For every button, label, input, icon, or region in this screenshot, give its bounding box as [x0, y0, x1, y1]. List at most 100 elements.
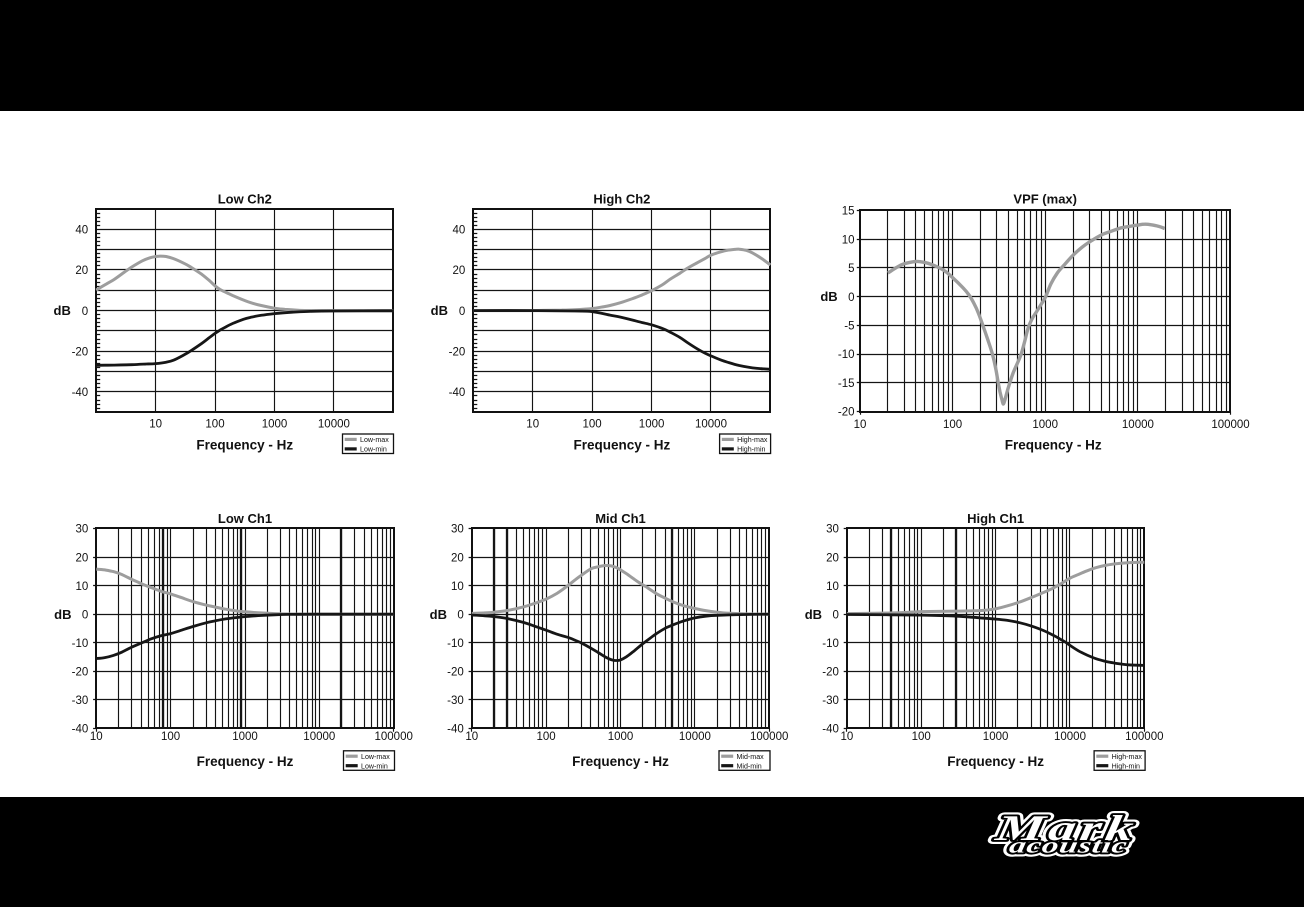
svg-text:20: 20: [453, 265, 466, 277]
svg-text:High Ch1: High Ch1: [967, 511, 1024, 526]
svg-text:5: 5: [848, 263, 854, 275]
svg-text:10: 10: [842, 234, 855, 246]
svg-text:acoustic: acoustic: [1007, 834, 1129, 858]
svg-text:1000: 1000: [1032, 419, 1058, 431]
svg-text:30: 30: [451, 524, 464, 536]
svg-text:Low-min: Low-min: [360, 446, 387, 454]
svg-text:100: 100: [912, 731, 931, 743]
svg-text:10: 10: [451, 581, 464, 593]
svg-text:dB: dB: [54, 303, 71, 318]
svg-text:0: 0: [457, 609, 463, 621]
svg-text:30: 30: [76, 524, 89, 536]
svg-text:dB: dB: [820, 289, 837, 304]
svg-text:Mark: Mark: [992, 808, 1141, 848]
svg-text:-10: -10: [822, 638, 839, 650]
svg-text:10: 10: [826, 581, 839, 593]
svg-text:-20: -20: [72, 346, 89, 358]
svg-text:20: 20: [75, 265, 88, 277]
svg-text:Low-max: Low-max: [361, 753, 390, 761]
svg-text:0: 0: [82, 609, 88, 621]
svg-text:High-min: High-min: [737, 446, 765, 454]
svg-text:20: 20: [76, 552, 89, 564]
svg-text:40: 40: [453, 225, 466, 237]
svg-text:-20: -20: [449, 346, 466, 358]
svg-text:30: 30: [826, 524, 839, 536]
svg-text:-10: -10: [447, 638, 464, 650]
svg-text:-15: -15: [838, 378, 855, 390]
svg-text:10: 10: [841, 731, 854, 743]
svg-text:Mark: Mark: [992, 808, 1141, 848]
svg-text:0: 0: [82, 306, 88, 318]
svg-text:100: 100: [161, 731, 180, 743]
svg-text:1000: 1000: [639, 419, 665, 431]
svg-text:100000: 100000: [1125, 731, 1163, 743]
svg-text:-40: -40: [449, 387, 466, 399]
svg-text:100: 100: [537, 731, 556, 743]
svg-text:100000: 100000: [375, 731, 413, 743]
svg-text:10: 10: [149, 419, 162, 431]
svg-text:Low Ch1: Low Ch1: [218, 511, 272, 526]
svg-text:10000: 10000: [1054, 731, 1086, 743]
svg-text:10000: 10000: [679, 731, 711, 743]
svg-text:10: 10: [76, 581, 89, 593]
svg-text:High-max: High-max: [1112, 753, 1143, 761]
svg-text:-40: -40: [72, 387, 89, 399]
svg-text:Mid-max: Mid-max: [737, 753, 765, 761]
svg-text:VPF (max): VPF (max): [1013, 192, 1077, 207]
svg-text:-30: -30: [447, 695, 464, 707]
svg-text:-20: -20: [822, 667, 839, 679]
svg-text:100: 100: [205, 419, 224, 431]
svg-text:Frequency - Hz: Frequency - Hz: [947, 754, 1044, 769]
svg-text:20: 20: [451, 552, 464, 564]
svg-text:10: 10: [465, 731, 478, 743]
svg-text:Mid-min: Mid-min: [737, 762, 762, 770]
svg-text:Frequency - Hz: Frequency - Hz: [572, 754, 669, 769]
svg-text:10: 10: [854, 419, 867, 431]
svg-text:-20: -20: [72, 667, 89, 679]
svg-text:Low Ch2: Low Ch2: [218, 192, 272, 207]
svg-text:dB: dB: [805, 607, 822, 622]
svg-text:High-max: High-max: [737, 436, 768, 444]
svg-text:-30: -30: [822, 695, 839, 707]
svg-text:1000: 1000: [262, 419, 288, 431]
svg-text:dB: dB: [431, 303, 448, 318]
svg-text:10000: 10000: [303, 731, 335, 743]
svg-text:100: 100: [583, 419, 602, 431]
svg-text:-20: -20: [447, 667, 464, 679]
svg-text:dB: dB: [430, 607, 447, 622]
svg-text:0: 0: [848, 292, 854, 304]
svg-text:1000: 1000: [232, 731, 258, 743]
svg-text:10: 10: [90, 731, 103, 743]
svg-text:1000: 1000: [608, 731, 634, 743]
svg-text:Mark: Mark: [992, 808, 1141, 848]
svg-text:-5: -5: [844, 321, 854, 333]
svg-text:1000: 1000: [983, 731, 1009, 743]
svg-text:0: 0: [832, 609, 838, 621]
svg-text:-20: -20: [838, 407, 855, 419]
svg-text:dB: dB: [54, 607, 71, 622]
svg-text:High Ch2: High Ch2: [593, 192, 650, 207]
svg-text:Low-max: Low-max: [360, 436, 389, 444]
svg-text:20: 20: [826, 552, 839, 564]
svg-text:0: 0: [459, 306, 465, 318]
svg-text:10000: 10000: [1122, 419, 1154, 431]
svg-text:-40: -40: [447, 724, 464, 736]
svg-text:acoustic: acoustic: [1007, 834, 1129, 858]
svg-text:100000: 100000: [1211, 419, 1249, 431]
svg-text:Mid Ch1: Mid Ch1: [595, 511, 646, 526]
svg-text:10: 10: [526, 419, 539, 431]
svg-text:acoustic: acoustic: [1007, 834, 1129, 858]
svg-text:100: 100: [943, 419, 962, 431]
svg-text:Frequency - Hz: Frequency - Hz: [197, 754, 294, 769]
svg-text:High-min: High-min: [1112, 762, 1140, 770]
svg-text:Frequency - Hz: Frequency - Hz: [196, 437, 293, 452]
svg-text:-40: -40: [72, 724, 89, 736]
svg-text:40: 40: [75, 225, 88, 237]
svg-text:-10: -10: [72, 638, 89, 650]
svg-text:Low-min: Low-min: [361, 762, 388, 770]
svg-text:-30: -30: [72, 695, 89, 707]
svg-text:10000: 10000: [695, 419, 727, 431]
svg-text:15: 15: [842, 206, 855, 218]
svg-text:10000: 10000: [318, 419, 350, 431]
svg-text:-10: -10: [838, 349, 855, 361]
